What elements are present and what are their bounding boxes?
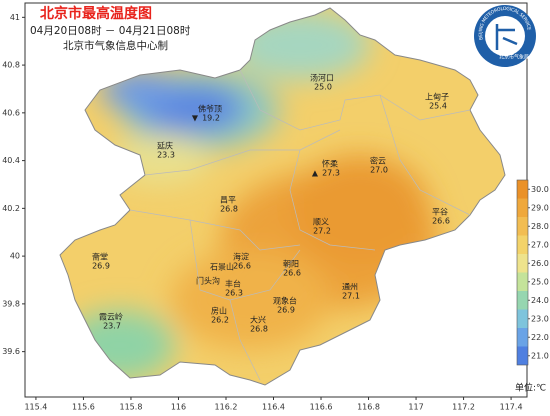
- colorbar-band: [517, 180, 528, 199]
- station-value: 25.0: [314, 83, 332, 92]
- station-name: 丰台: [225, 279, 241, 289]
- station-value: 23.7: [103, 322, 121, 331]
- x-tick-label: 116.6: [310, 403, 333, 412]
- station-value: 26.2: [211, 316, 229, 325]
- colorbar-band: [517, 328, 528, 347]
- station-value: 25.4: [429, 102, 447, 111]
- station-name: 石景山: [210, 262, 234, 272]
- station-value: 23.3: [157, 151, 175, 160]
- station-marker: ▼: [192, 114, 199, 123]
- x-tick-label: 115.4: [24, 403, 47, 412]
- y-tick-label: 41: [10, 13, 20, 22]
- station-name: 通州: [342, 282, 358, 292]
- station-value: 26.6: [432, 217, 450, 226]
- y-tick-label: 40.2: [2, 204, 20, 213]
- unit-label: 单位:℃: [515, 382, 546, 394]
- colorbar-tick-label: 21.0: [531, 351, 549, 360]
- station-name: 大兴: [250, 315, 266, 325]
- x-tick-label: 116: [171, 403, 186, 412]
- x-tick-label: 117.2: [452, 403, 475, 412]
- station-name: 门头沟: [196, 276, 220, 286]
- y-tick-label: 40.8: [2, 61, 20, 70]
- y-tick-label: 40.6: [2, 108, 20, 117]
- station-value: 26.9: [277, 306, 295, 315]
- district-lines: [129, 69, 471, 381]
- y-tick-label: 39.6: [2, 347, 20, 356]
- x-tick-label: 116.8: [357, 403, 380, 412]
- x-tick-label: 116.2: [215, 403, 238, 412]
- y-tick-label: 40: [10, 252, 20, 261]
- station-value: 27.1: [342, 292, 360, 301]
- colorbar-tick-label: 25.0: [531, 277, 549, 286]
- colorbar-band: [517, 291, 528, 310]
- station-name: 怀柔: [322, 159, 338, 169]
- station-value: 19.2: [202, 114, 220, 123]
- station-value: 26.6: [233, 262, 251, 271]
- station-name: 昌平: [220, 196, 236, 205]
- station-value: 27.2: [313, 227, 331, 236]
- x-tick-label: 116.4: [262, 403, 285, 412]
- station-value: 26.9: [92, 262, 110, 271]
- station-value: 26.6: [283, 269, 301, 278]
- colorbar-band: [517, 217, 528, 236]
- period: 04月20日08时 － 04月21日08时: [30, 25, 191, 37]
- colorbar-tick-label: 23.0: [531, 314, 549, 323]
- station-name: 霞云岭: [99, 312, 123, 322]
- colorbar-band: [517, 254, 528, 273]
- y-tick-label: 39.8: [2, 299, 20, 308]
- y-tick-label: 40.4: [2, 156, 20, 165]
- station-value: 26.8: [250, 325, 268, 334]
- colorbar-band: [517, 346, 528, 365]
- station-value: 26.3: [225, 289, 243, 298]
- station-name: 观象台: [273, 296, 297, 306]
- station-value: 26.8: [220, 205, 238, 214]
- colorbar-tick-label: 22.0: [531, 333, 549, 342]
- colorbar-tick-label: 27.0: [531, 240, 549, 249]
- logo-text-cn: 北京市气象局: [499, 54, 529, 61]
- x-tick-label: 117: [408, 403, 423, 412]
- x-tick-label: 115.8: [120, 403, 143, 412]
- station-name: 平谷: [432, 208, 448, 217]
- station-marker: ▲: [312, 169, 319, 178]
- colorbar-tick-label: 24.0: [531, 296, 549, 305]
- station-name: 朝阳: [283, 260, 299, 269]
- station-name: 佛爷顶: [198, 104, 222, 114]
- logo: BEIJING METEOROLOGICAL SERVICE 北京市气象局: [474, 5, 536, 67]
- station-value: 27.0: [370, 166, 388, 175]
- colorbar-tick-label: 26.0: [531, 259, 549, 268]
- station-name: 汤河口: [310, 73, 334, 83]
- station-name: 密云: [370, 156, 386, 166]
- logo-inner: [485, 16, 525, 56]
- colorbar-band: [517, 198, 528, 217]
- station-name: 上甸子: [425, 92, 449, 102]
- colorbar-band: [517, 235, 528, 254]
- colorbar-band: [517, 272, 528, 291]
- station-value: 27.3: [322, 169, 340, 178]
- title: 北京市最高温度图: [40, 5, 152, 22]
- station-name: 斋堂: [92, 252, 108, 262]
- colorbar-tick-label: 30.0: [531, 185, 549, 194]
- colorbar-band: [517, 309, 528, 328]
- station-name: 海淀: [233, 252, 249, 262]
- colorbar-tick-label: 29.0: [531, 203, 549, 212]
- x-tick-label: 117.4: [500, 403, 523, 412]
- colorbar-tick-label: 28.0: [531, 222, 549, 231]
- station-name: 房山: [211, 306, 227, 316]
- station-name: 延庆: [157, 141, 173, 151]
- producer: 北京市气象信息中心制: [63, 39, 168, 52]
- x-tick-label: 115.6: [72, 403, 95, 412]
- colorbar-frame: [516, 179, 529, 366]
- station-name: 顺义: [313, 218, 329, 227]
